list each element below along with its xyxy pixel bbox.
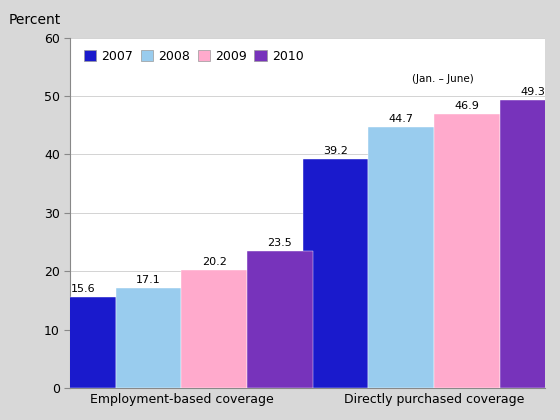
Bar [500, 100, 560, 388]
Text: 15.6: 15.6 [71, 284, 95, 294]
Bar [116, 288, 181, 388]
Text: 17.1: 17.1 [136, 276, 161, 285]
Text: 20.2: 20.2 [202, 257, 227, 267]
Text: 44.7: 44.7 [389, 114, 414, 124]
Text: (Jan. – June): (Jan. – June) [412, 74, 474, 84]
Bar [50, 297, 116, 388]
Bar [247, 251, 313, 388]
Text: 49.3: 49.3 [520, 87, 545, 97]
Text: Percent: Percent [8, 13, 61, 27]
Text: 39.2: 39.2 [323, 146, 348, 156]
Legend: 2007, 2008, 2009, 2010: 2007, 2008, 2009, 2010 [81, 47, 306, 66]
Text: 46.9: 46.9 [455, 101, 479, 111]
Text: 23.5: 23.5 [268, 238, 292, 248]
Bar [434, 114, 500, 388]
Bar [181, 270, 247, 388]
Bar [368, 127, 434, 388]
Bar [303, 159, 368, 388]
